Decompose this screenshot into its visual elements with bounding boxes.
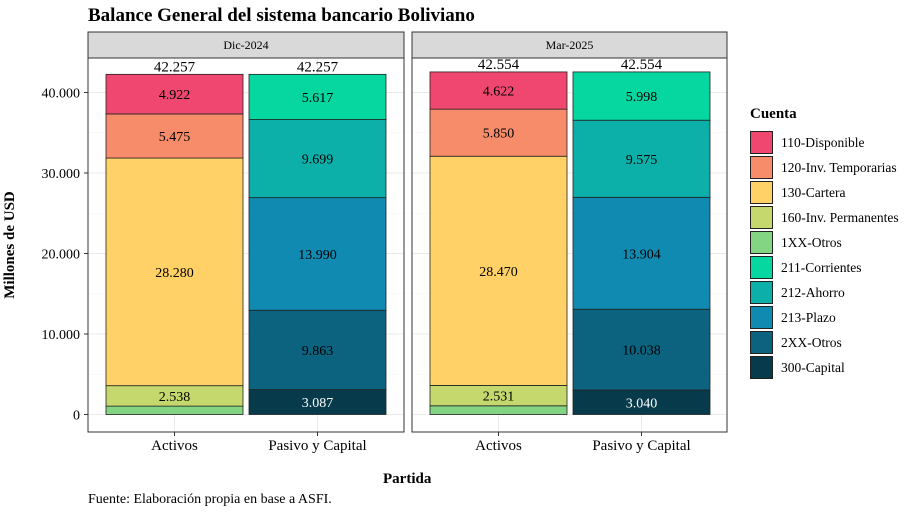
legend-swatch <box>750 181 773 204</box>
facet-strip <box>87 31 405 59</box>
segment-value-label: 4.622 <box>483 85 515 100</box>
legend-items: 110-Disponible 120-Inv. Temporarias 130-Ca… <box>750 130 899 380</box>
y-tick-label: 20.000 <box>42 248 81 263</box>
segment-value-label: 2.538 <box>159 390 191 405</box>
facet-strip <box>411 31 728 59</box>
bar-total-label: 42.554 <box>621 57 663 73</box>
panel-border <box>411 57 728 433</box>
x-tick-label: Pasivo y Capital <box>268 438 366 454</box>
x-tick-label: Pasivo y Capital <box>592 438 690 454</box>
segment-value-label: 5.998 <box>626 90 658 105</box>
legend-label: 1XX-Otros <box>781 234 842 250</box>
legend-item: 120-Inv. Temporarias <box>750 155 899 180</box>
segment-value-label: 28.280 <box>155 266 194 281</box>
legend-swatch <box>750 281 773 304</box>
bar-segment <box>105 157 244 387</box>
segment-value-label: 13.904 <box>622 247 661 262</box>
bar-segment <box>572 119 711 198</box>
legend-swatch <box>750 331 773 354</box>
legend-label: 120-Inv. Temporarias <box>781 159 897 175</box>
y-tick-label: 40.000 <box>42 87 81 102</box>
legend-swatch <box>750 206 773 229</box>
segment-value-label: 2.531 <box>483 390 515 405</box>
bar-segment <box>248 309 387 391</box>
segment-value-label: 9.575 <box>626 153 658 168</box>
y-axis-title: Millones de USD <box>2 191 18 299</box>
legend-label: 130-Cartera <box>781 184 846 200</box>
chart-title: Balance General del sistema bancario Bol… <box>88 5 475 26</box>
bar-segment <box>105 73 244 115</box>
segment-value-label: 4.922 <box>159 88 191 103</box>
bar-total-label: 42.257 <box>154 59 196 75</box>
legend-label: 160-Inv. Permanentes <box>781 209 899 225</box>
bar-segment <box>105 113 244 159</box>
x-tick-label: Activos <box>475 438 522 454</box>
segment-value-label: 9.863 <box>302 344 334 359</box>
legend-swatch <box>750 356 773 379</box>
legend-item: 1XX-Otros <box>750 230 899 255</box>
legend-swatch <box>750 306 773 329</box>
legend-label: 211-Corrientes <box>781 259 862 275</box>
legend-label: 213-Plazo <box>781 309 836 325</box>
segment-value-label: 28.470 <box>479 265 518 280</box>
legend-item: 213-Plazo <box>750 305 899 330</box>
y-tick-label: 0 <box>73 409 80 424</box>
bar-segment <box>572 389 711 415</box>
bar-total-label: 42.257 <box>297 59 339 75</box>
x-axis-title: Partida <box>383 471 432 487</box>
segment-value-label: 5.475 <box>159 130 191 145</box>
segment-value-label: 3.040 <box>626 396 658 411</box>
legend: Cuenta 110-Disponible 120-Inv. Temporaria… <box>750 106 899 380</box>
segment-value-label: 10.038 <box>622 344 661 359</box>
legend-swatch <box>750 256 773 279</box>
legend-item: 160-Inv. Permanentes <box>750 205 899 230</box>
x-tick-label: Activos <box>151 438 198 454</box>
bar-total-label: 42.554 <box>478 57 520 73</box>
legend-item: 130-Cartera <box>750 180 899 205</box>
legend-label: 300-Capital <box>781 359 845 375</box>
legend-item: 300-Capital <box>750 355 899 380</box>
facet-label: Dic-2024 <box>223 38 268 52</box>
segment-value-label: 5.850 <box>483 127 515 142</box>
bar-segment <box>429 405 568 415</box>
segment-value-label: 3.087 <box>302 396 334 411</box>
facet-label: Mar-2025 <box>546 38 594 52</box>
bar-segment <box>105 405 244 415</box>
legend-item: 211-Corrientes <box>750 255 899 280</box>
legend-item: 110-Disponible <box>750 130 899 155</box>
bar-segment <box>248 197 387 311</box>
legend-title: Cuenta <box>750 106 797 122</box>
bar-segment <box>429 155 568 386</box>
bar-segment <box>572 308 711 391</box>
source-caption: Fuente: Elaboración propia en base a ASF… <box>88 492 332 507</box>
legend-label: 2XX-Otros <box>781 334 842 350</box>
legend-item: 2XX-Otros <box>750 330 899 355</box>
panel-border <box>87 57 405 433</box>
legend-label: 212-Ahorro <box>781 284 845 300</box>
y-tick-label: 30.000 <box>42 167 81 182</box>
bar-segment <box>248 73 387 120</box>
legend-item: 212-Ahorro <box>750 280 899 305</box>
bar-segment <box>572 196 711 310</box>
bar-segment <box>429 108 568 157</box>
segment-value-label: 13.990 <box>298 248 337 263</box>
segment-value-label: 5.617 <box>302 91 334 106</box>
bar-segment <box>248 119 387 199</box>
bar-segment <box>572 71 711 121</box>
legend-label: 110-Disponible <box>781 134 865 150</box>
legend-swatch <box>750 156 773 179</box>
legend-swatch <box>750 131 773 154</box>
segment-value-label: 9.699 <box>302 153 334 168</box>
legend-swatch <box>750 231 773 254</box>
bar-segment <box>248 389 387 415</box>
y-tick-label: 10.000 <box>42 328 81 343</box>
bar-segment <box>429 71 568 110</box>
